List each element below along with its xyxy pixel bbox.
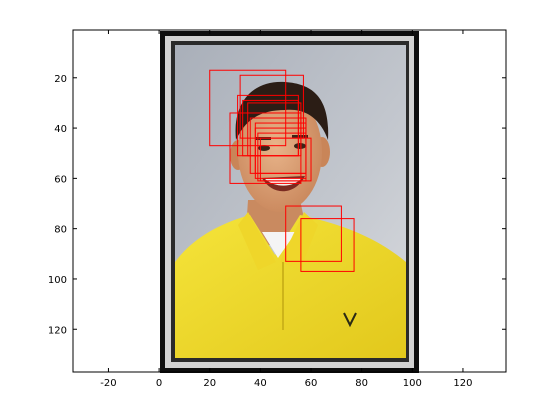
y-tick-label: 120 [48, 325, 67, 336]
photo-logo [343, 312, 357, 328]
photo-collar-left [238, 212, 276, 270]
photo-hair [235, 81, 329, 140]
y-tick-label: 60 [54, 174, 67, 185]
photo-undershirt [262, 232, 296, 258]
photo-collar-right [280, 212, 318, 270]
x-tick-label: -20 [100, 378, 116, 389]
detection-box [229, 112, 302, 184]
y-tick-label: 100 [48, 275, 67, 286]
y-axis: 20 40 60 80 100 120 [48, 74, 506, 336]
detection-box [285, 205, 342, 262]
detection-box [259, 137, 312, 182]
x-tick-label: 60 [305, 378, 318, 389]
y-tick-label: 40 [54, 124, 67, 135]
photo-eye-right [294, 143, 306, 149]
x-tick-label: 100 [403, 378, 422, 389]
detection-boxes [209, 69, 355, 272]
x-tick-label: 20 [203, 378, 216, 389]
y-tick-label: 80 [54, 225, 67, 236]
x-axis: -20 0 20 40 60 80 100 120 [100, 30, 473, 389]
photo-image [160, 31, 419, 373]
x-tick-label: 120 [453, 378, 472, 389]
detection-box [300, 218, 355, 272]
y-tick-label: 20 [54, 74, 67, 85]
x-tick-label: 40 [254, 378, 267, 389]
photo-brow-right [292, 135, 308, 138]
photo-eye-left [258, 145, 270, 151]
axes-frame [72, 29, 507, 373]
x-tick-label: 80 [355, 378, 368, 389]
x-tick-label: 0 [156, 378, 162, 389]
